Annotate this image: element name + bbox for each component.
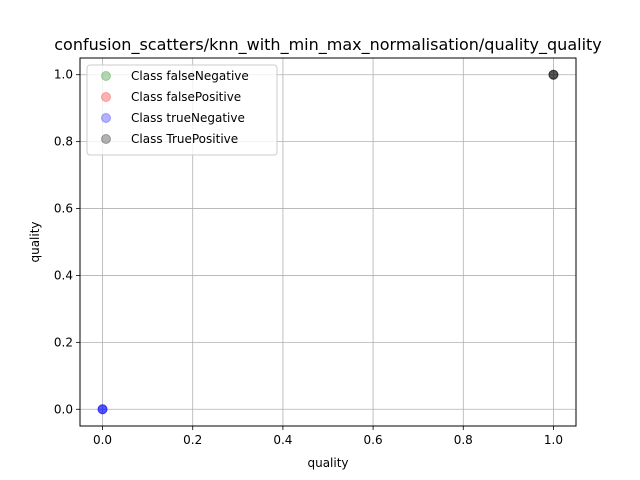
legend-label: Class falsePositive [131, 90, 241, 104]
x-axis-label: quality [307, 456, 348, 470]
y-axis-label: quality [28, 221, 42, 262]
grid-lines [80, 58, 576, 426]
data-point [97, 404, 108, 415]
legend-marker [101, 71, 111, 81]
x-tick-label: 0.6 [364, 433, 383, 447]
plot-area-frame [79, 57, 577, 427]
legend: Class falseNegative Class falsePositive Cl… [86, 64, 278, 156]
data-point [548, 69, 559, 80]
legend-label: Class falseNegative [131, 69, 249, 83]
data-point [548, 69, 559, 80]
legend-marker [101, 134, 111, 144]
y-tick-label: 1.0 [54, 68, 73, 82]
x-tick-label: 1.0 [544, 433, 563, 447]
y-tick-label: 0.4 [54, 268, 73, 282]
legend-box [86, 64, 278, 156]
y-tick-label: 0.0 [54, 402, 73, 416]
x-tick-label: 0.8 [454, 433, 473, 447]
x-axis-ticks: 0.0 0.2 0.4 0.6 0.8 1.0 [93, 426, 563, 447]
x-tick-label: 0.0 [93, 433, 112, 447]
legend-marker [101, 113, 111, 123]
legend-label: Class trueNegative [131, 111, 245, 125]
x-tick-label: 0.4 [273, 433, 292, 447]
data-point [97, 404, 108, 415]
chart-title: confusion_scatters/knn_with_min_max_norm… [54, 35, 602, 55]
x-tick-label: 0.2 [183, 433, 202, 447]
y-tick-label: 0.8 [54, 135, 73, 149]
legend-label: Class TruePositive [131, 132, 238, 146]
y-tick-label: 0.2 [54, 335, 73, 349]
data-point [548, 69, 559, 80]
legend-marker [101, 92, 111, 102]
data-point [97, 404, 108, 415]
y-tick-label: 0.6 [54, 202, 73, 216]
y-axis-ticks: 0.0 0.2 0.4 0.6 0.8 1.0 [54, 68, 80, 416]
data-points [97, 69, 559, 415]
